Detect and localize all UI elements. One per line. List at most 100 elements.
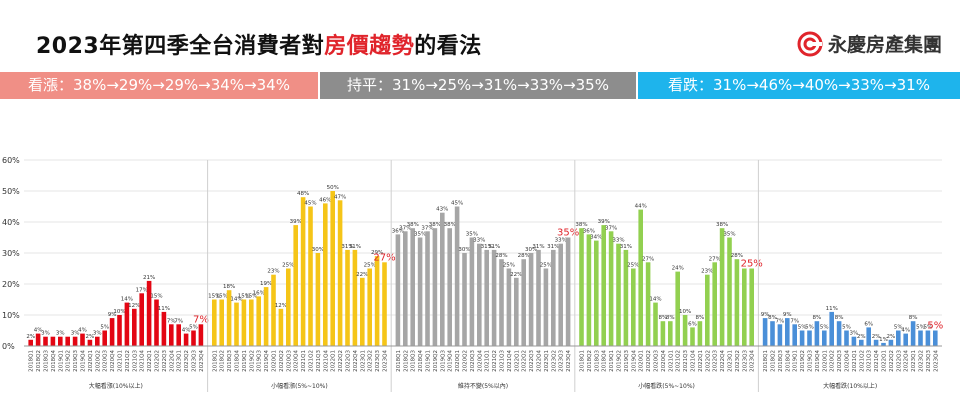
data-label: 7%	[776, 318, 785, 324]
bar	[117, 315, 122, 346]
bar-chart: 0% 10% 20% 30% 40% 50% 60% 2% 2018Q1 4% 2018Q2 3% 20…	[2, 156, 943, 392]
bar	[176, 324, 181, 346]
data-label: 35%	[466, 232, 478, 238]
bar	[198, 324, 204, 346]
x-tick-label: 2019Q3	[624, 350, 630, 372]
bar	[785, 318, 790, 346]
data-label: 38%	[429, 222, 441, 228]
bar	[425, 231, 430, 346]
y-tick-label: 20%	[2, 280, 20, 289]
bar	[300, 197, 306, 346]
brand-name: 永慶房產集團	[827, 34, 942, 56]
bar	[447, 228, 452, 346]
x-tick-label: 2018Q4	[51, 350, 57, 372]
x-tick-label: 2022Q2	[522, 350, 528, 372]
x-tick-label: 2018Q1	[212, 350, 218, 372]
bar	[528, 253, 534, 346]
x-tick-label: 2021Q2	[125, 350, 131, 372]
x-tick-label: 2018Q4	[235, 350, 241, 372]
bar	[403, 231, 408, 346]
bar	[799, 330, 805, 346]
data-label: 35%	[414, 232, 426, 238]
bar	[360, 277, 365, 346]
x-tick-label: 2022Q2	[338, 350, 344, 372]
page-title: 2023年第四季全台消費者對房價趨勢的看法	[36, 28, 482, 60]
data-label: 11%	[158, 306, 170, 312]
banner-flat: 持平：31%→25%→31%→33%→35%	[320, 72, 636, 99]
group-label: 小幅看跌(5%~10%)	[638, 382, 695, 390]
x-tick-label: 2020Q2	[463, 350, 469, 372]
x-tick-label: 2019Q1	[609, 350, 615, 372]
data-label: 3%	[71, 331, 80, 337]
x-tick-label: 2023Q3	[375, 350, 381, 372]
bar	[719, 228, 725, 346]
x-tick-label: 2018Q1	[396, 350, 402, 372]
data-label: 2%	[857, 334, 866, 340]
data-label: 37%	[605, 225, 617, 231]
bar	[631, 268, 636, 346]
bar	[836, 321, 842, 346]
bar	[638, 209, 643, 346]
x-tick-label: 2019Q1	[426, 350, 432, 372]
data-label: 28%	[731, 253, 743, 259]
x-tick-label: 2022Q4	[169, 350, 175, 372]
data-label: 12%	[128, 303, 140, 309]
x-tick-label: 2023Q3	[926, 350, 932, 372]
x-tick-label: 2021Q3	[867, 350, 873, 372]
data-label: 27%	[642, 256, 654, 262]
data-label: 34%	[590, 235, 602, 241]
x-tick-label: 2023Q4	[199, 350, 205, 372]
data-label: 8%	[696, 315, 705, 321]
bar	[653, 302, 658, 346]
bar	[491, 249, 497, 346]
bar	[770, 321, 775, 346]
bar	[154, 299, 159, 346]
data-label: 23%	[267, 269, 279, 275]
bar	[191, 330, 196, 346]
x-tick-label: 2021Q1	[485, 350, 491, 372]
data-label: 8%	[835, 315, 844, 321]
x-tick-label: 2020Q3	[470, 350, 476, 372]
bar	[873, 339, 879, 346]
data-label: 14%	[121, 297, 133, 303]
data-label: 5%	[100, 325, 109, 331]
y-tick-label: 10%	[2, 311, 20, 320]
bar	[454, 206, 460, 346]
bar	[249, 299, 254, 346]
bar	[87, 339, 93, 346]
data-label: 31%	[349, 244, 361, 250]
bar	[58, 336, 63, 346]
x-tick-label: 2022Q1	[698, 350, 704, 372]
x-tick-label: 2022Q3	[896, 350, 902, 372]
bar	[762, 318, 768, 346]
bar	[330, 191, 335, 346]
data-label: 25%	[503, 263, 515, 269]
x-tick-label: 2018Q4	[418, 350, 424, 372]
x-tick-label: 2018Q2	[36, 350, 42, 372]
x-tick-label: 2018Q1	[580, 350, 586, 372]
bar	[910, 321, 916, 346]
x-tick-label: 2020Q1	[272, 350, 278, 372]
x-tick-label: 2019Q2	[617, 350, 623, 372]
x-tick-label: 2023Q2	[551, 350, 557, 372]
bar	[888, 339, 894, 346]
bar	[601, 225, 606, 346]
x-tick-label: 2023Q3	[559, 350, 565, 372]
x-tick-label: 2021Q2	[309, 350, 315, 372]
x-tick-label: 2023Q3	[742, 350, 748, 372]
data-label: 14%	[230, 297, 242, 303]
bar	[72, 336, 78, 346]
x-tick-label: 2023Q4	[383, 350, 389, 372]
data-label: 31%	[488, 244, 500, 250]
x-tick-label: 2020Q2	[95, 350, 101, 372]
x-tick-label: 2020Q4	[294, 350, 300, 372]
x-tick-label: 2023Q1	[911, 350, 917, 372]
x-tick-label: 2023Q1	[177, 350, 183, 372]
x-tick-label: 2020Q1	[822, 350, 828, 372]
x-tick-label: 2018Q4	[785, 350, 791, 372]
data-label: 11%	[826, 306, 838, 312]
data-label: 8%	[813, 315, 822, 321]
x-tick-label: 2022Q2	[705, 350, 711, 372]
x-tick-label: 2018Q2	[771, 350, 777, 372]
bar	[551, 249, 556, 346]
